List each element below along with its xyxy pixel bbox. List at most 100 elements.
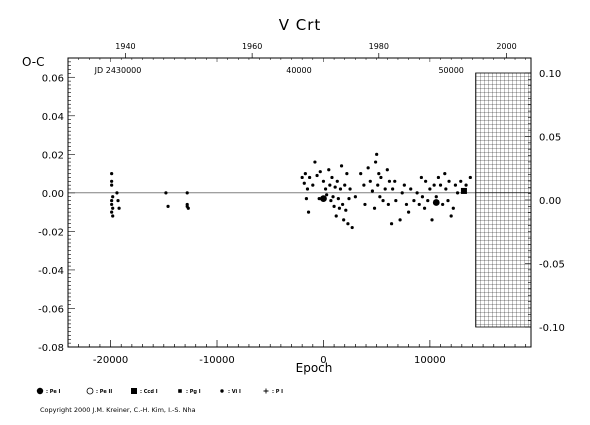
legend-item: : Vi I (220, 389, 241, 395)
data-point (391, 187, 395, 191)
data-point (342, 218, 346, 222)
legend-label: : Ccd I (140, 389, 158, 395)
data-point (110, 198, 114, 203)
data-point (311, 183, 315, 187)
data-point (409, 187, 413, 191)
data-point (362, 183, 366, 187)
data-point (308, 175, 312, 180)
legend-label: : Pe II (96, 389, 112, 395)
data-point (303, 172, 307, 176)
data-point (333, 185, 337, 189)
year-tick-label: 1940 (115, 42, 135, 51)
data-point (341, 202, 345, 207)
data-point (464, 183, 468, 187)
data-point (424, 179, 428, 183)
data-point (110, 183, 114, 187)
chart-title: V Crt (279, 16, 322, 34)
x-tick-label: 10000 (414, 355, 446, 366)
data-point (327, 168, 331, 172)
data-point (347, 197, 351, 201)
legend-symbol (36, 387, 44, 395)
future-hatch-region (475, 72, 532, 328)
data-point (426, 198, 430, 203)
x-tick-label: -10000 (199, 355, 234, 366)
data-point (400, 191, 404, 195)
data-point (166, 204, 170, 208)
data-point (304, 197, 309, 201)
data-point (385, 168, 389, 172)
data-point (348, 187, 352, 191)
data-point (350, 225, 354, 230)
year-tick-label: 1980 (369, 42, 389, 51)
jd-label: 50000 (438, 66, 463, 75)
data-point (449, 214, 453, 218)
data-point (406, 210, 411, 214)
legend-symbol (178, 389, 182, 393)
data-point (374, 160, 378, 164)
data-point (422, 206, 427, 210)
data-point (417, 202, 421, 207)
data-point (338, 187, 343, 191)
legend-item: : Pg I (178, 389, 201, 395)
data-point (115, 191, 119, 195)
right-tick-label: -0.05 (539, 260, 565, 271)
data-point (387, 179, 392, 183)
data-point (164, 191, 168, 195)
data-point (368, 179, 372, 183)
data-point (111, 214, 115, 218)
jd-label: JD 2430000 (94, 66, 142, 75)
legend-symbol (131, 388, 137, 394)
data-point (325, 193, 329, 197)
data-point (370, 189, 375, 193)
data-point (412, 198, 416, 203)
x-axis-label: Epoch (296, 361, 333, 375)
year-tick-label: 2000 (496, 42, 516, 51)
data-point (337, 206, 342, 210)
legend-item: : Pe I (36, 387, 61, 395)
data-point-ccd (460, 187, 467, 194)
data-point-pe (320, 195, 327, 203)
y-tick-label: 0.00 (42, 189, 64, 200)
data-point (343, 183, 347, 187)
data-point (459, 179, 463, 183)
x-tick-label: 0 (320, 355, 326, 366)
data-point (332, 204, 336, 208)
data-point (328, 183, 332, 187)
data-point (306, 210, 311, 214)
data-point (468, 175, 472, 180)
data-point (379, 175, 383, 180)
data-point (335, 179, 339, 183)
data-point (430, 218, 434, 222)
data-point (116, 198, 120, 203)
data-point (334, 214, 338, 218)
data-point (346, 222, 350, 226)
right-tick-label: -0.10 (539, 323, 565, 334)
y-axis-label: O-C (22, 55, 45, 69)
right-tick-label: 0.10 (539, 69, 561, 80)
data-point (393, 179, 397, 183)
data-point (419, 175, 423, 180)
y-tick-label: 0.06 (42, 73, 64, 84)
y-tick-label: 0.02 (42, 150, 64, 161)
data-point (110, 172, 114, 176)
data-point (336, 197, 340, 201)
data-point (110, 202, 114, 207)
data-point (110, 210, 114, 214)
data-point (185, 202, 189, 207)
data-point (381, 198, 385, 203)
data-point (447, 179, 451, 183)
data-point (315, 173, 319, 178)
data-point (313, 160, 317, 164)
data-point (300, 175, 304, 180)
data-point (394, 198, 398, 203)
data-point (453, 183, 458, 187)
legend-label: : Pg I (186, 389, 201, 395)
data-point (345, 172, 349, 176)
right-tick-label: 0.05 (539, 133, 561, 144)
y-tick-label: -0.02 (38, 227, 64, 238)
legend-label: : P I (272, 389, 283, 395)
data-point (372, 206, 377, 210)
data-point (451, 206, 455, 210)
data-point (339, 164, 344, 168)
